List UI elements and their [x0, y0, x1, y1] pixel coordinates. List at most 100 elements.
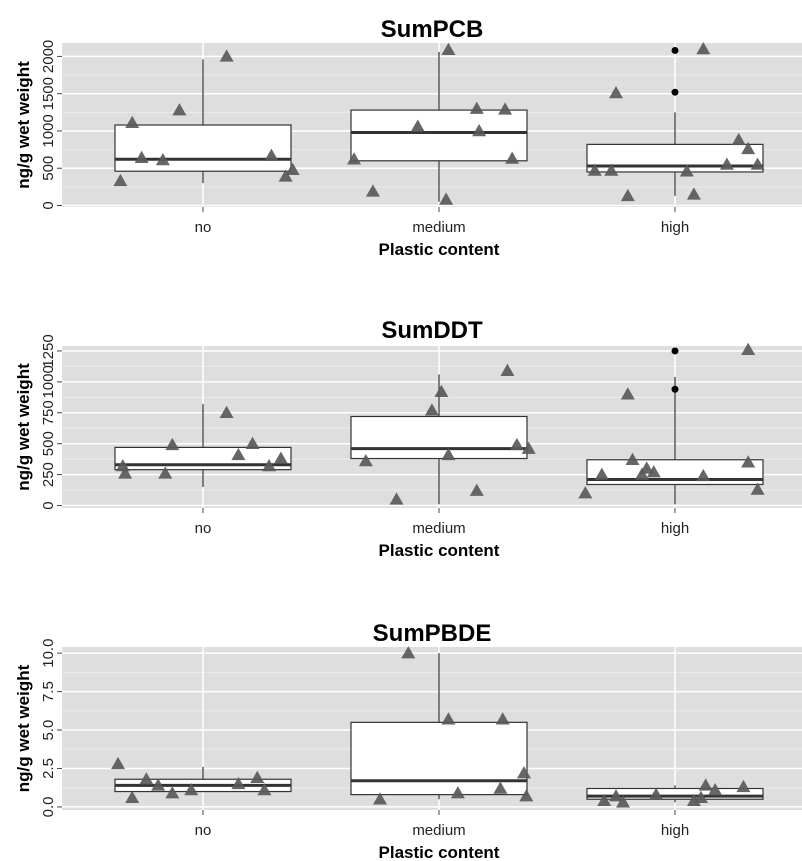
data-point: [750, 482, 765, 495]
data-point: [165, 786, 180, 799]
y-tick-label: 1000: [40, 114, 57, 147]
y-tick-label: 2.5: [40, 758, 57, 779]
data-point: [604, 163, 619, 176]
data-point: [472, 123, 487, 137]
data-point: [493, 781, 508, 794]
data-point: [219, 49, 234, 62]
data-point: [389, 492, 404, 505]
data-point: [620, 188, 635, 202]
y-axis-label: ng/g wet weight: [14, 664, 33, 792]
x-tick-label: medium: [412, 219, 465, 236]
y-tick-label: 0: [40, 501, 57, 509]
data-point: [139, 772, 154, 785]
y-axis-label: ng/g wet weight: [14, 61, 33, 189]
data-point: [696, 41, 711, 55]
y-tick-label: 1000: [40, 365, 57, 398]
data-point: [134, 150, 149, 164]
x-tick-label: no: [195, 822, 212, 839]
data-point: [172, 103, 187, 116]
data-point: [125, 790, 140, 803]
data-point: [509, 437, 524, 451]
data-point: [634, 467, 649, 480]
data-point: [696, 468, 711, 482]
data-point: [231, 776, 246, 790]
data-point: [495, 712, 510, 725]
chart-panel-0: 0 500 1000 1500 2000 no medium high SumPCB Plasti…: [14, 16, 802, 259]
x-axis-label: Plastic content: [379, 843, 500, 861]
box-iqr: [586, 787, 764, 800]
data-point: [278, 169, 293, 182]
data-point: [439, 192, 454, 205]
data-point: [649, 787, 664, 800]
data-point: [750, 157, 765, 170]
x-tick-label: high: [661, 822, 689, 839]
y-tick-label: 5.0: [40, 720, 57, 741]
data-point: [731, 132, 746, 146]
chart-title: SumPBDE: [373, 620, 492, 647]
box-medium: [350, 51, 528, 202]
data-point: [250, 770, 265, 783]
box-iqr: [350, 415, 528, 460]
y-tick-label: 2000: [40, 40, 57, 73]
data-point: [741, 141, 756, 155]
box-iqr: [350, 721, 528, 796]
y-tick-label: 0: [40, 201, 57, 209]
data-point: [498, 102, 513, 115]
y-tick-label: 1500: [40, 77, 57, 110]
x-axis-label: Plastic content: [379, 240, 500, 259]
x-tick-label: high: [661, 219, 689, 236]
data-point: [594, 467, 609, 480]
box-iqr: [114, 124, 292, 172]
data-point: [115, 458, 130, 472]
data-point: [609, 789, 623, 802]
data-point: [373, 792, 387, 805]
x-tick-label: medium: [412, 520, 465, 537]
box-no: [114, 404, 292, 487]
data-point: [273, 451, 288, 464]
data-point: [441, 42, 456, 55]
box-high: [586, 46, 764, 196]
data-point: [434, 384, 449, 398]
data-point: [516, 766, 531, 779]
outlier-point: [671, 46, 679, 54]
box-iqr: [114, 446, 292, 471]
y-axis-label: ng/g wet weight: [14, 363, 33, 491]
x-axis-label: Plastic content: [379, 541, 500, 560]
chart-title: SumDDT: [381, 317, 483, 344]
data-point: [410, 119, 425, 132]
y-tick-label: 500: [40, 156, 57, 181]
data-point: [450, 786, 465, 799]
data-point: [424, 403, 439, 416]
data-point: [639, 461, 654, 474]
data-point: [469, 101, 484, 114]
data-point: [505, 151, 520, 164]
data-point: [155, 153, 170, 166]
data-point: [285, 162, 300, 175]
data-point: [245, 436, 260, 449]
box-medium: [350, 653, 528, 800]
y-tick-label: 7.5: [40, 681, 57, 702]
y-tick-label: 1250: [40, 334, 57, 367]
data-point: [151, 778, 166, 791]
chart-title: SumPCB: [381, 16, 484, 43]
outlier-point: [671, 88, 679, 96]
y-tick-label: 0.0: [40, 796, 57, 817]
data-point: [347, 152, 362, 165]
data-point: [125, 115, 140, 129]
data-point: [708, 783, 723, 796]
y-tick-label: 750: [40, 400, 57, 425]
outlier-point: [671, 347, 679, 355]
data-point: [578, 486, 593, 499]
data-point: [500, 363, 515, 376]
data-point: [118, 466, 133, 479]
data-point: [698, 778, 713, 791]
box-high: [586, 347, 764, 505]
data-point: [646, 465, 661, 478]
data-point: [597, 793, 612, 807]
data-point: [262, 458, 277, 472]
data-point: [519, 789, 534, 802]
data-point: [625, 452, 640, 466]
data-point: [609, 85, 623, 99]
